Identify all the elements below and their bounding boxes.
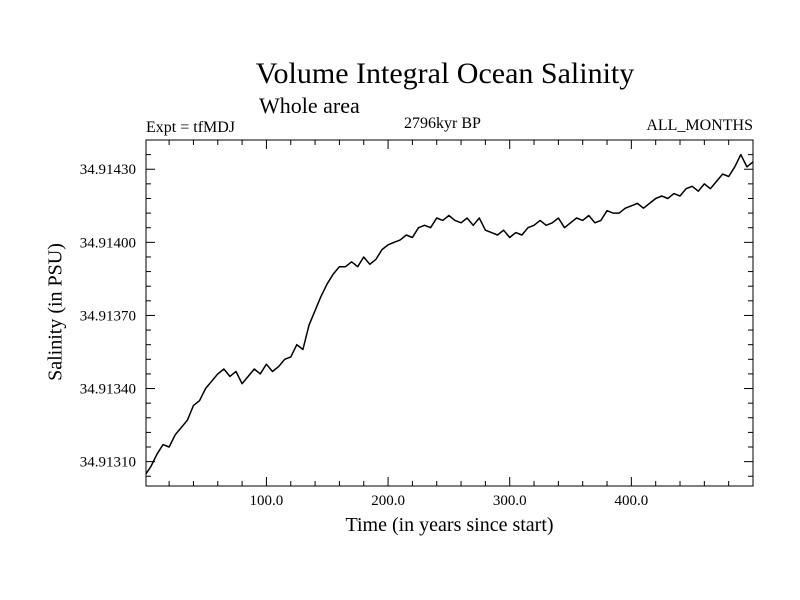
y-tick-label: 34.91310 [80, 455, 136, 471]
chart-subtitle: Whole area [259, 93, 360, 118]
y-tick-label: 34.91430 [80, 162, 136, 178]
x-tick-label: 200.0 [371, 493, 405, 509]
chart-title: Volume Integral Ocean Salinity [255, 57, 635, 90]
y-tick-label: 34.91370 [80, 308, 136, 324]
experiment-label: Expt = tfMDJ [146, 119, 236, 136]
x-tick-label: 400.0 [614, 493, 648, 509]
plot-frame [145, 139, 754, 487]
y-axis-label: Salinity (in PSU) [44, 243, 67, 381]
period-label: ALL_MONTHS [646, 117, 753, 134]
x-axis-label: Time (in years since start) [345, 514, 554, 536]
axis-tick-labels: 100.0 200.0 300.0 400.0 34.91310 34.91340 34.9… [80, 162, 648, 509]
x-tick-label: 300.0 [493, 493, 527, 509]
epoch-label: 2796kyr BP [404, 115, 481, 132]
y-tick-label: 34.91400 [80, 235, 136, 251]
x-tick-label: 100.0 [250, 493, 284, 509]
y-tick-label: 34.91340 [80, 382, 136, 398]
salinity-series-line [145, 153, 754, 475]
axis-ticks [146, 139, 753, 486]
